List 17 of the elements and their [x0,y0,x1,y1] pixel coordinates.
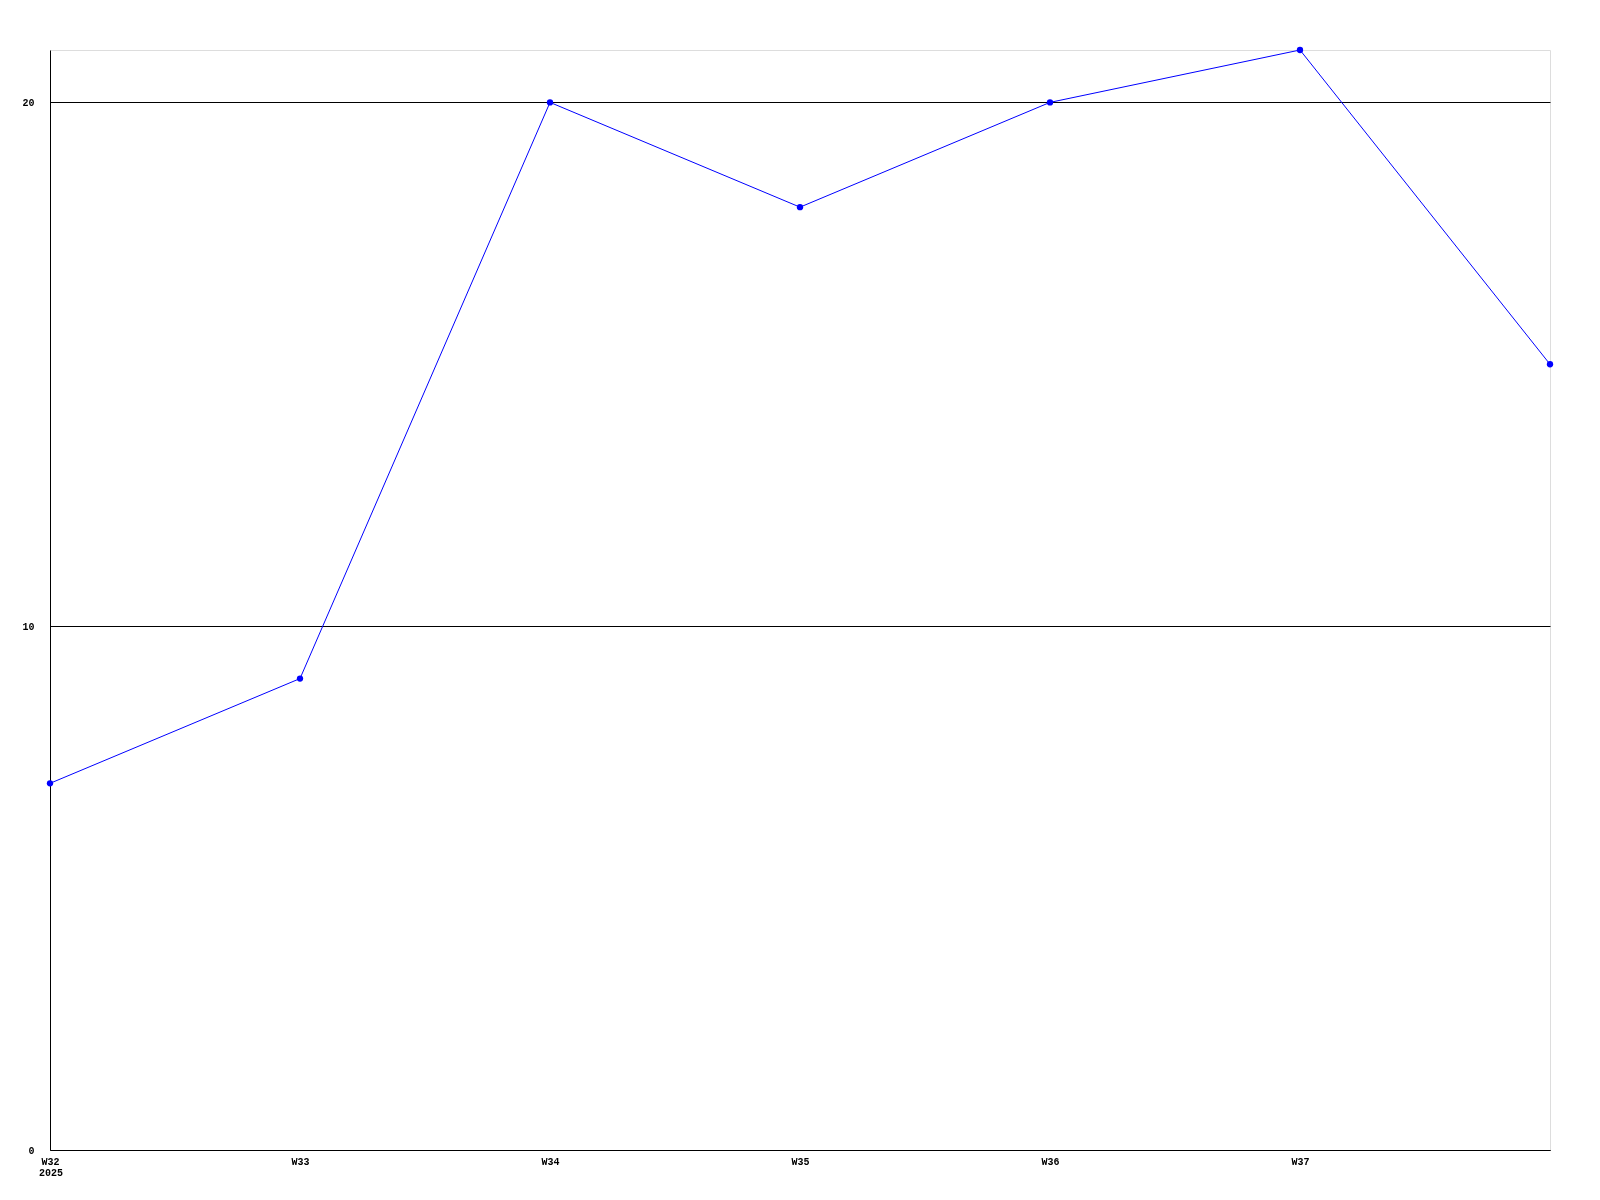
point [296,675,304,682]
x-tick-label: W33 [291,1156,310,1168]
point [1046,99,1054,106]
point [796,203,804,211]
x-tick-label: W36 [1041,1156,1060,1168]
y-tick-label: 0 [28,1145,35,1157]
y-tick-label: 20 [22,97,35,109]
point [546,99,554,106]
point [1296,46,1304,54]
point [1546,361,1554,368]
x-tick-label: W35 [791,1156,810,1168]
x-tick-label: W32 [41,1156,60,1168]
y-tick-label: 10 [22,621,35,633]
point [46,780,54,787]
x-tick-label: W34 [541,1156,560,1168]
text: 2025 [39,1168,64,1179]
x-tick-label: W37 [1291,1156,1310,1168]
